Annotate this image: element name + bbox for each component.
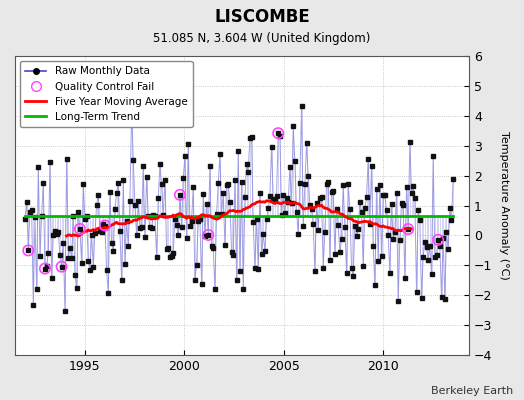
Text: LISCOMBE: LISCOMBE (214, 8, 310, 26)
Point (24, 247, 32, 254)
Point (204, 232, 212, 238)
Point (101, 222, 109, 229)
Point (274, 130, 282, 136)
Point (434, 237, 442, 243)
Legend: Raw Monthly Data, Quality Control Fail, Five Year Moving Average, Long-Term Tren: Raw Monthly Data, Quality Control Fail, … (20, 61, 192, 127)
Point (404, 226, 412, 232)
Point (58, 264, 66, 270)
Y-axis label: Temperature Anomaly (°C): Temperature Anomaly (°C) (499, 131, 509, 280)
Point (76, 226, 84, 232)
Text: Berkeley Earth: Berkeley Earth (431, 386, 514, 396)
Point (41, 265, 49, 272)
Text: 51.085 N, 3.604 W (United Kingdom): 51.085 N, 3.604 W (United Kingdom) (154, 32, 370, 45)
Point (176, 192, 184, 198)
